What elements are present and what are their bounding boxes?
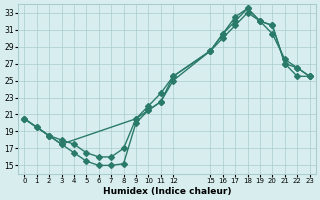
X-axis label: Humidex (Indice chaleur): Humidex (Indice chaleur) bbox=[103, 187, 231, 196]
